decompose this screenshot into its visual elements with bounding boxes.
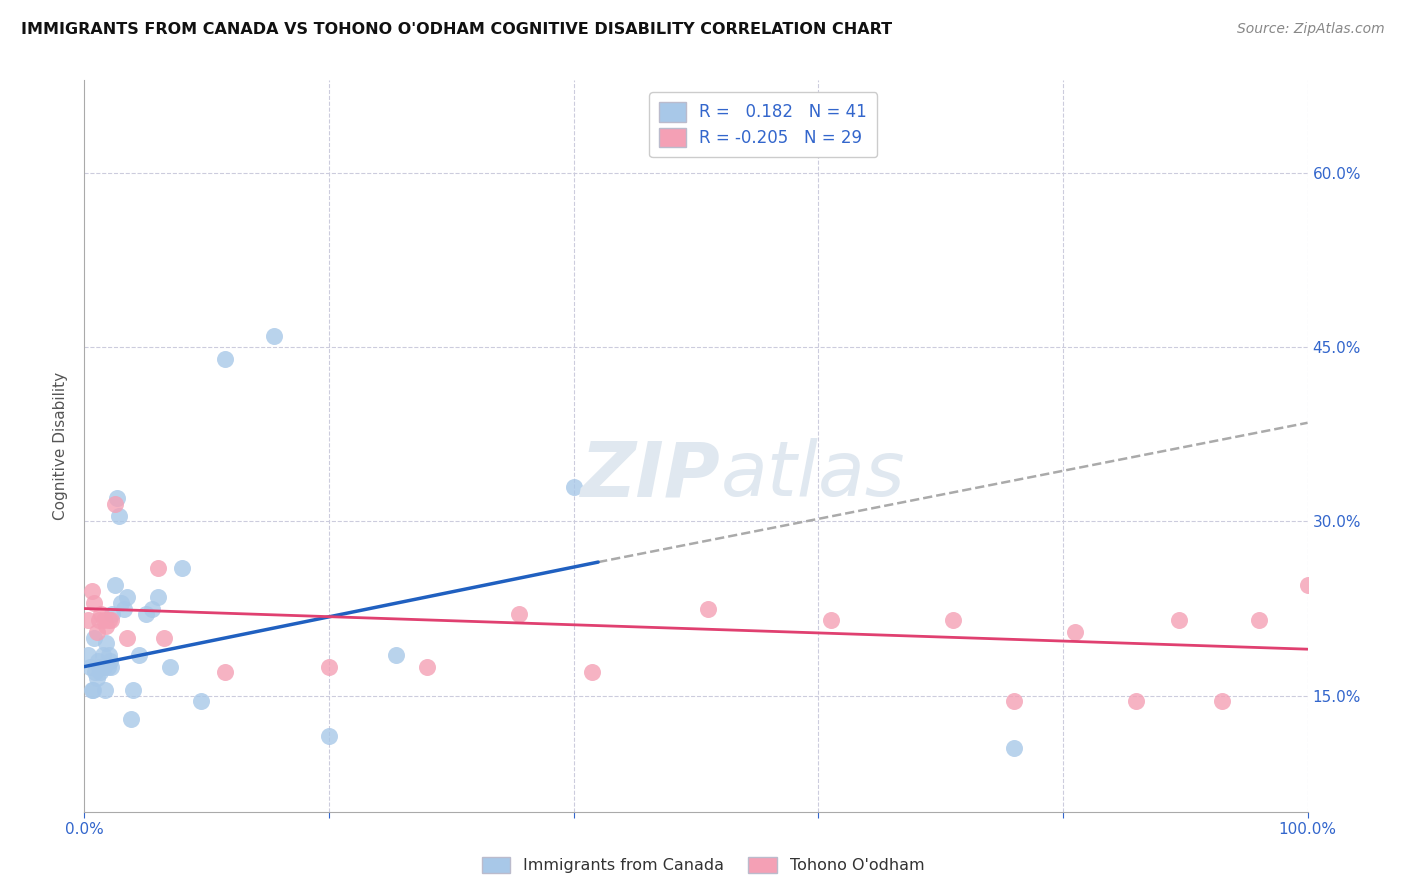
Point (115, 631, 138, 645)
Point (87, 613, 110, 627)
Point (107, 508, 129, 523)
Point (1211, 694, 1233, 708)
Point (1064, 624, 1087, 639)
Point (318, 659, 340, 673)
Point (1002, 740, 1025, 755)
Point (385, 648, 408, 662)
Point (318, 729, 340, 743)
Point (172, 561, 194, 575)
Point (96, 619, 118, 633)
Point (93, 659, 115, 673)
Point (94, 682, 117, 697)
Point (115, 590, 138, 604)
Point (79, 659, 101, 673)
Point (97, 659, 120, 673)
Point (141, 601, 163, 615)
Point (1002, 694, 1025, 708)
Point (112, 601, 135, 615)
Point (83, 631, 105, 645)
Point (104, 497, 127, 511)
Point (80, 682, 103, 697)
Point (97, 613, 120, 627)
Point (820, 613, 842, 627)
Point (96, 636, 118, 650)
Point (146, 561, 169, 575)
Point (89, 665, 111, 680)
Legend: Immigrants from Canada, Tohono O'odham: Immigrants from Canada, Tohono O'odham (475, 850, 931, 880)
Point (90, 659, 112, 673)
Point (86, 671, 108, 685)
Point (100, 613, 122, 627)
Point (135, 607, 157, 622)
Point (77, 613, 100, 627)
Text: Source: ZipAtlas.com: Source: ZipAtlas.com (1237, 22, 1385, 37)
Point (101, 607, 124, 622)
Point (190, 694, 212, 708)
Point (110, 596, 132, 610)
Point (87, 659, 110, 673)
Point (1296, 578, 1319, 592)
Point (263, 328, 285, 343)
Point (1247, 613, 1270, 627)
Point (87, 654, 110, 668)
Point (214, 665, 236, 680)
Point (105, 491, 128, 506)
Point (93, 613, 115, 627)
Legend: R =   0.182   N = 41, R = -0.205   N = 29: R = 0.182 N = 41, R = -0.205 N = 29 (650, 92, 877, 157)
Point (97, 648, 120, 662)
Point (416, 659, 439, 673)
Point (84, 665, 107, 680)
Point (159, 659, 181, 673)
Point (942, 613, 965, 627)
Point (104, 578, 127, 592)
Point (214, 351, 236, 366)
Point (91, 648, 114, 662)
Point (146, 590, 169, 604)
Point (98, 654, 121, 668)
Point (697, 601, 720, 615)
Point (86, 624, 108, 639)
Y-axis label: Cognitive Disability: Cognitive Disability (53, 372, 69, 520)
Point (80, 584, 103, 599)
Point (1168, 613, 1191, 627)
Point (82, 682, 104, 697)
Point (120, 712, 142, 726)
Point (77, 648, 100, 662)
Point (1125, 694, 1147, 708)
Text: IMMIGRANTS FROM CANADA VS TOHONO O'ODHAM COGNITIVE DISABILITY CORRELATION CHART: IMMIGRANTS FROM CANADA VS TOHONO O'ODHAM… (21, 22, 893, 37)
Point (128, 648, 150, 662)
Point (581, 665, 603, 680)
Point (83, 596, 105, 610)
Text: atlas: atlas (720, 438, 905, 512)
Point (100, 659, 122, 673)
Text: ZIP: ZIP (581, 438, 720, 512)
Point (122, 682, 145, 697)
Point (153, 631, 176, 645)
Point (508, 607, 530, 622)
Point (90, 607, 112, 622)
Point (562, 480, 585, 494)
